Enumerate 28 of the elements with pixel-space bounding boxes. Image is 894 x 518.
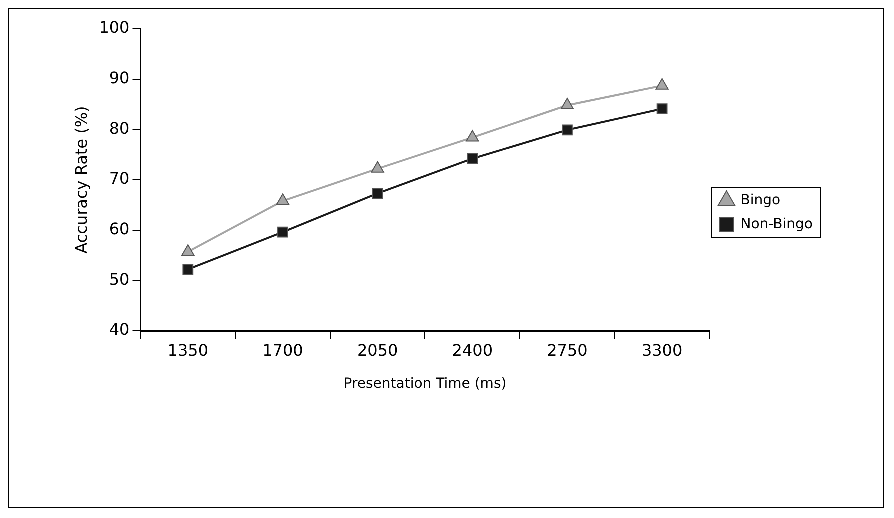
point: [467, 153, 478, 164]
point: [372, 188, 384, 200]
point: [466, 130, 480, 142]
legend-label: Bingo: [740, 192, 781, 209]
x-tick-label: 2400: [452, 340, 493, 360]
y-tick-label: 80: [109, 118, 130, 138]
y-tick-label: 40: [109, 320, 130, 340]
y-axis-title: Accuracy Rate (%): [72, 106, 91, 254]
y-tick-label: 50: [109, 270, 130, 289]
point: [278, 226, 288, 238]
point: [560, 98, 574, 110]
x-tick-label: 1350: [168, 340, 209, 360]
y-tick-label: 60: [109, 219, 130, 238]
y-tick-label: 90: [109, 68, 130, 88]
x-axis-title: Presentation Time (ms): [344, 376, 507, 392]
x-tick-label: 2050: [357, 340, 398, 360]
point: [182, 264, 194, 276]
point: [656, 104, 668, 114]
y-tick-label: 70: [109, 169, 130, 188]
x-tick-label: 1700: [262, 340, 304, 360]
point: [371, 161, 384, 173]
y-tick-label: 100: [99, 18, 130, 38]
point: [562, 124, 573, 136]
point: [656, 78, 669, 90]
x-tick-label: 3300: [642, 340, 683, 360]
legend-label: Non-Bingo: [740, 216, 814, 233]
x-tick-label: 2750: [547, 340, 588, 360]
point: [276, 194, 290, 206]
